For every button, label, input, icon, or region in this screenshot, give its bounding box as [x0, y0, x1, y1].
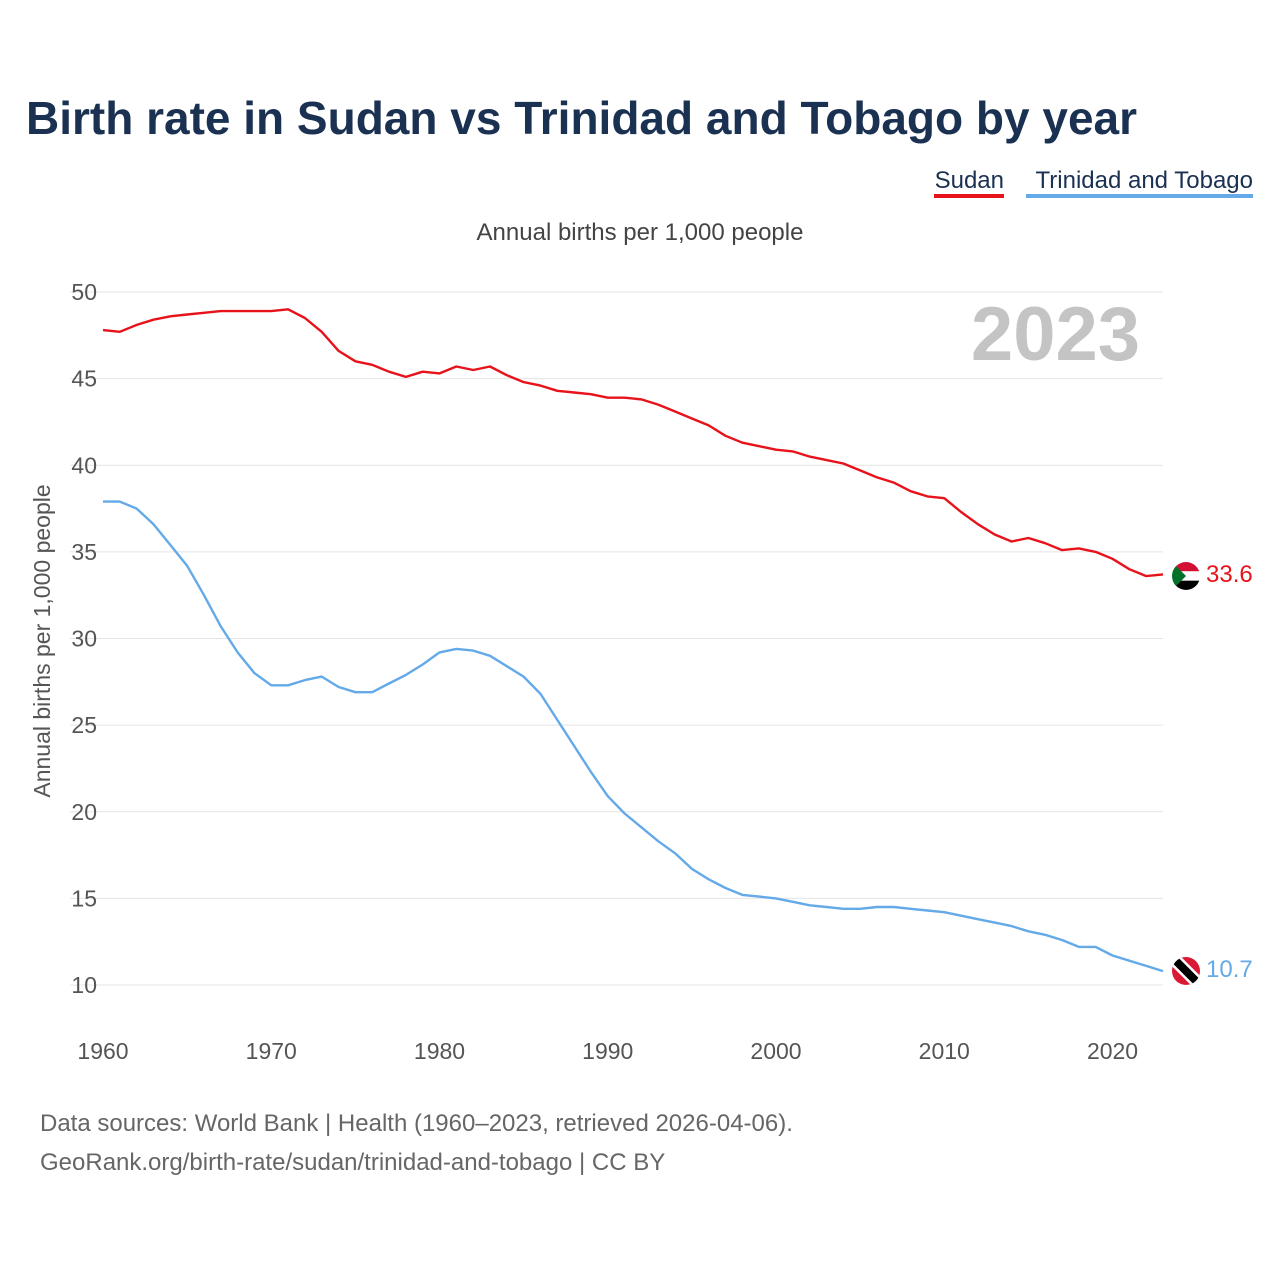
series-line-trinidad-and-tobago[interactable] [103, 500, 1164, 973]
y-tick-label-20: 20 [71, 799, 97, 825]
series-line-sudan[interactable] [102, 308, 1164, 578]
x-axis-ticks: 1960 1970 1980 1990 2000 2010 2020 [77, 1038, 1138, 1064]
x-tick-label-1970: 1970 [246, 1038, 297, 1064]
y-tick-label-50: 50 [71, 279, 97, 305]
footer-sources: Data sources: World Bank | Health (1960–… [40, 1110, 793, 1137]
legend-swatch-trinidad-and-tobago [1026, 194, 1253, 198]
y-tick-label-40: 40 [71, 452, 97, 478]
end-value-sudan: 33.6 [1206, 561, 1253, 588]
footer-credit[interactable]: GeoRank.org/birth-rate/sudan/trinidad-an… [40, 1149, 665, 1176]
y-tick-label-25: 25 [71, 712, 97, 738]
legend-label-sudan[interactable]: Sudan [935, 167, 1004, 194]
x-tick-label-1990: 1990 [582, 1038, 633, 1064]
series-lines [102, 308, 1164, 973]
x-tick-label-1980: 1980 [414, 1038, 465, 1064]
end-value-trinidad-and-tobago: 10.7 [1206, 956, 1253, 983]
x-tick-label-1960: 1960 [77, 1038, 128, 1064]
y-tick-label-15: 15 [71, 885, 97, 911]
legend-swatch-sudan [934, 194, 1004, 198]
x-tick-label-2010: 2010 [919, 1038, 970, 1064]
chart-title: Birth rate in Sudan vs Trinidad and Toba… [26, 92, 1137, 144]
legend: Sudan Trinidad and Tobago [934, 167, 1253, 198]
chart-subtitle: Annual births per 1,000 people [477, 219, 804, 246]
trinidad-and-tobago-flag-icon [1172, 957, 1200, 985]
y-tick-label-10: 10 [71, 972, 97, 998]
sudan-flag-icon [1172, 562, 1200, 590]
gridlines [70, 291, 1163, 986]
x-tick-label-2020: 2020 [1087, 1038, 1138, 1064]
legend-label-trinidad-and-tobago[interactable]: Trinidad and Tobago [1036, 167, 1254, 194]
x-tick-label-2000: 2000 [750, 1038, 801, 1064]
highlight-year: 2023 [971, 292, 1140, 377]
y-tick-label-45: 45 [71, 366, 97, 392]
y-axis-ticks: 10 15 20 25 30 35 40 45 50 [71, 279, 97, 998]
y-tick-label-30: 30 [71, 626, 97, 652]
y-axis-title: Annual births per 1,000 people [29, 484, 55, 797]
y-tick-label-35: 35 [71, 539, 97, 565]
